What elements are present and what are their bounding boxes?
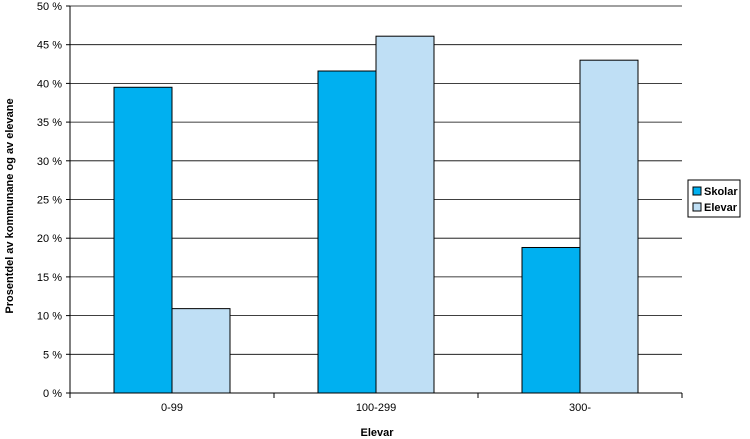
y-tick-label: 25 % [37,195,62,207]
bar-skolar-300- [521,246,581,394]
bar-elevar-100-299 [375,35,435,394]
y-tick-label: 45 % [37,40,62,52]
y-axis-title: Prosentdel av kommunane og av elevane [4,98,16,313]
y-axis-ticks: 0 % 5 % 10 % 15 % 20 % 25 % 30 % 35 % 40 % 45 % 50… [37,1,70,400]
legend-label-elevar: Elevar [704,202,738,214]
x-tick-label: 100-299 [356,402,396,414]
legend-swatch-elevar [692,202,702,212]
bars [113,35,639,394]
y-tick-label: 5 % [43,349,62,361]
legend-swatch-skolar [692,186,702,196]
y-tick-label: 20 % [37,233,62,245]
legend-box [687,179,741,218]
y-tick-label: 15 % [37,272,62,284]
y-tick-label: 40 % [37,78,62,90]
y-tick-label: 10 % [37,311,62,323]
y-tick-label: 50 % [37,1,62,13]
y-tick-label: 35 % [37,117,62,129]
x-tick-label: 0-99 [161,402,183,414]
bar-skolar-0-99 [113,86,173,394]
x-axis-ticks: 0-99 100-299 300- [69,393,683,414]
bar-elevar-0-99 [171,308,231,394]
x-tick-label: 300- [569,402,591,414]
y-tick-label: 30 % [37,156,62,168]
bar-skolar-100-299 [317,70,377,394]
y-tick-label: 0 % [43,388,62,400]
bar-elevar-300- [579,59,639,394]
axes [69,6,682,394]
legend: Skolar Elevar [687,179,741,218]
x-axis-title: Elevar [360,427,394,439]
legend-label-skolar: Skolar [704,186,738,198]
